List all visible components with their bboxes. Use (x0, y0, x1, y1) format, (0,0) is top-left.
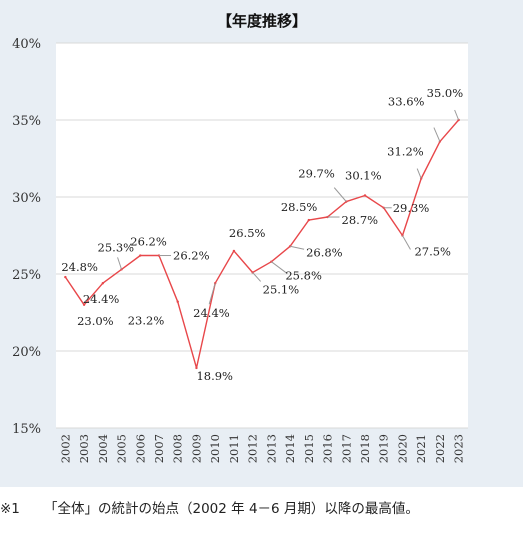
data-label: 25.1% (263, 282, 300, 296)
x-tick-label: 2006 (133, 434, 147, 463)
data-label: 24.4% (83, 292, 120, 306)
data-label: 24.8% (61, 260, 98, 274)
data-point (139, 254, 142, 257)
data-point (101, 282, 105, 285)
data-label: 23.2% (128, 314, 165, 328)
leader-line (117, 257, 123, 270)
data-label: 26.5% (229, 226, 266, 240)
data-label: 28.7% (342, 213, 379, 227)
data-label: 35.0% (427, 86, 464, 100)
x-tick-label: 2005 (115, 434, 129, 463)
y-tick-label: 30% (12, 191, 41, 206)
x-tick-label: 2017 (339, 434, 353, 463)
y-tick-label: 20% (12, 345, 41, 360)
x-tick-label: 2015 (302, 434, 316, 463)
x-tick-label: 2022 (433, 434, 447, 463)
x-tick-label: 2009 (189, 434, 203, 463)
x-tick-label: 2019 (377, 434, 391, 463)
data-label: 25.8% (285, 269, 322, 283)
x-tick-label: 2020 (395, 434, 409, 463)
leader-line (289, 245, 305, 250)
data-label: 31.2% (387, 145, 424, 159)
x-tick-label: 2021 (414, 434, 428, 463)
data-label: 25.3% (98, 240, 135, 254)
leader-line (454, 109, 460, 121)
x-tick-label: 2008 (171, 434, 185, 463)
data-point (232, 249, 236, 253)
data-label: 23.0% (77, 314, 114, 328)
data-label: 26.8% (306, 245, 343, 259)
data-point (326, 215, 329, 219)
leader-line (252, 272, 262, 282)
x-tick-label: 2010 (208, 434, 222, 463)
footnote-text: 「全体」の統計の始点（2002 年 4－6 月期）以降の最高値。 (44, 501, 419, 517)
data-point (382, 206, 385, 209)
data-point (307, 218, 311, 222)
data-label: 29.3% (393, 201, 430, 215)
data-label: 24.4% (193, 306, 230, 320)
x-tick-label: 2016 (321, 434, 335, 463)
series-line (64, 119, 460, 369)
data-label: 29.7% (298, 167, 335, 181)
x-tick-label: 2013 (264, 434, 278, 463)
data-point (195, 366, 198, 370)
leader-line (271, 261, 288, 275)
x-tick-label: 2023 (452, 434, 466, 463)
y-tick-label: 25% (12, 268, 41, 283)
leader-line (402, 235, 411, 250)
x-tick-label: 2014 (283, 434, 297, 463)
x-tick-label: 2012 (246, 434, 260, 463)
data-point (82, 303, 86, 306)
y-tick-label: 15% (12, 422, 41, 437)
x-tick-label: 2007 (152, 434, 166, 463)
footnote: ※1 「全体」の統計の始点（2002 年 4－6 月期）以降の最高値。 (0, 497, 523, 517)
data-label: 18.9% (196, 369, 233, 383)
leader-line (416, 168, 422, 179)
x-tick-label: 2011 (227, 434, 241, 463)
plot-area (56, 43, 468, 428)
line-chart: 【年度推移】 15% 20% 25% 30% 35% 40% 2002 2003 2004 2005… (12, 12, 468, 463)
leader-line (433, 127, 441, 142)
data-point (176, 300, 179, 303)
chart-panel: 【年度推移】 15% 20% 25% 30% 35% 40% 2002 2003 2004 2005… (0, 0, 523, 487)
data-label: 26.2% (173, 249, 210, 263)
leader-line (333, 187, 347, 202)
x-tick-label: 2018 (358, 434, 372, 463)
x-tick-label: 2003 (77, 434, 91, 463)
chart-title: 【年度推移】 (217, 12, 307, 30)
y-tick-label: 35% (12, 114, 41, 129)
data-label: 30.1% (345, 168, 382, 182)
footnote-mark: ※1 (0, 501, 20, 517)
data-label: 26.2% (130, 235, 167, 249)
data-point (64, 275, 67, 279)
leader-line (208, 283, 216, 305)
x-tick-label: 2004 (96, 434, 110, 463)
y-tick-label: 40% (12, 37, 41, 52)
data-label: 28.5% (281, 200, 318, 214)
x-tick-label: 2002 (58, 434, 72, 463)
data-label: 33.6% (388, 95, 425, 109)
data-point (363, 194, 367, 197)
data-label: 27.5% (414, 245, 451, 259)
